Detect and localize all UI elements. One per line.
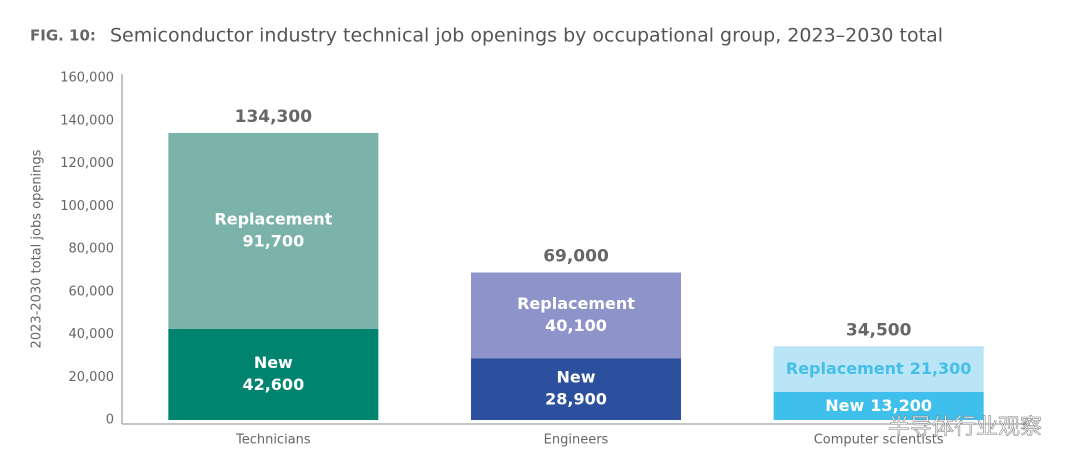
segment-value: 42,600: [242, 375, 304, 394]
segment-label: Replacement 21,300: [786, 359, 972, 378]
bar-segment: [773, 391, 984, 420]
y-tick-label: 60,000: [69, 284, 115, 299]
segment-name: Replacement: [786, 359, 904, 378]
watermark: 半导体行业观察: [888, 415, 1042, 440]
y-tick-label: 100,000: [60, 199, 114, 214]
total-label: 69,000: [543, 247, 609, 267]
x-tick-label: Technicians: [235, 433, 311, 448]
segment-value: 21,300: [910, 359, 972, 378]
bar-segment: [471, 272, 681, 359]
segment-value: 28,900: [545, 390, 607, 409]
segment-value: 91,700: [242, 231, 304, 250]
bar-segment: [471, 358, 681, 420]
total-label: 134,300: [235, 107, 313, 127]
y-tick-label: 20,000: [69, 370, 115, 385]
x-tick-label: Engineers: [544, 433, 609, 448]
segment-name: Replacement: [517, 294, 635, 313]
total-label: 34,500: [846, 320, 912, 340]
y-axis-label: 2023-2030 total jobs openings: [30, 149, 45, 348]
bar-segment: [168, 328, 379, 420]
segment-label: New 13,200: [825, 395, 932, 414]
figure-label: FIG. 10:: [30, 27, 96, 45]
segment-value: 13,200: [870, 395, 932, 414]
y-tick-label: 0: [106, 413, 114, 428]
chart-title: Semiconductor industry technical job ope…: [110, 25, 943, 47]
x-tick-label: Computer scientists: [814, 433, 944, 448]
bar-segment: [168, 132, 379, 329]
y-tick-label: 40,000: [69, 327, 115, 342]
y-tick-label: 160,000: [60, 71, 114, 86]
segment-name: Replacement: [214, 209, 332, 228]
segment-name: New: [825, 395, 864, 414]
bar-segment: [773, 346, 984, 392]
y-tick-label: 140,000: [60, 113, 114, 128]
y-tick-label: 120,000: [60, 156, 114, 171]
segment-name: New: [556, 368, 595, 387]
y-tick-label: 80,000: [69, 242, 115, 257]
segment-value: 40,100: [545, 316, 607, 335]
segment-name: New: [254, 353, 293, 372]
